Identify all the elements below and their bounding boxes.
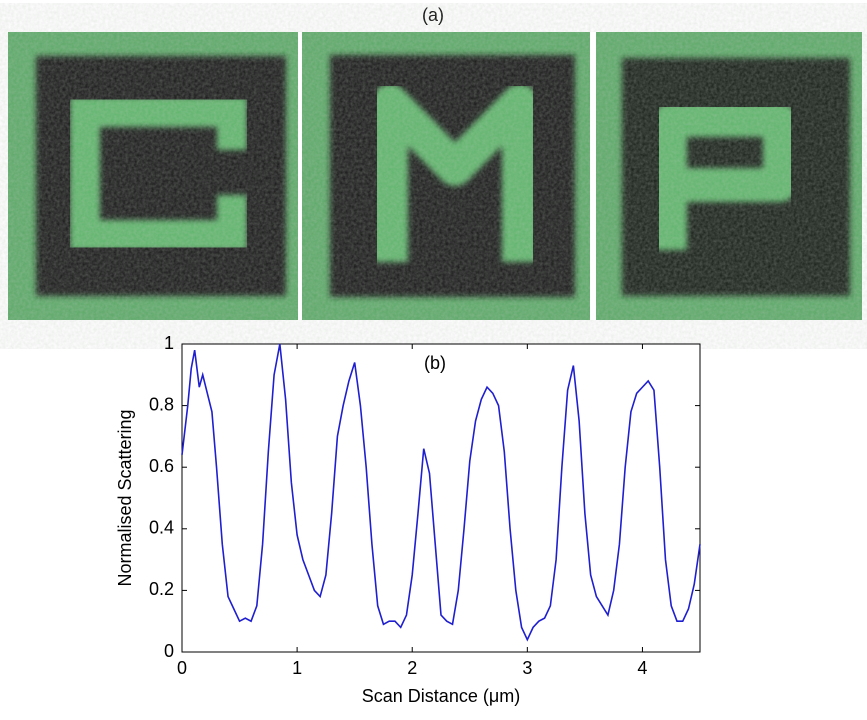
y-tick-label: 0 [164, 641, 174, 661]
y-tick-label: 0.6 [149, 456, 174, 476]
y-axis-label: Normalised Scattering [115, 409, 135, 586]
chart-title: (b) [424, 353, 446, 373]
panel-label: (a) [422, 5, 444, 25]
y-tick-label: 0.4 [149, 518, 174, 538]
x-tick-label: 4 [637, 658, 647, 678]
x-tick-label: 2 [407, 658, 417, 678]
plot: (b) Scan Distance (μm) Normalised Scatte… [115, 343, 701, 706]
x-tick-label: 3 [522, 658, 532, 678]
image-noise [8, 32, 862, 320]
x-tick-label: 1 [292, 658, 302, 678]
y-tick-label: 0.2 [149, 579, 174, 599]
separator [298, 32, 302, 320]
y-tick-label: 0.8 [149, 394, 174, 414]
separator [590, 32, 596, 320]
x-axis-label: Scan Distance (μm) [362, 686, 520, 706]
y-tick-label: 1 [164, 333, 174, 353]
image-panels [8, 32, 862, 320]
data-line [181, 343, 701, 642]
axes-box [181, 343, 701, 653]
x-tick-label: 0 [177, 658, 187, 678]
